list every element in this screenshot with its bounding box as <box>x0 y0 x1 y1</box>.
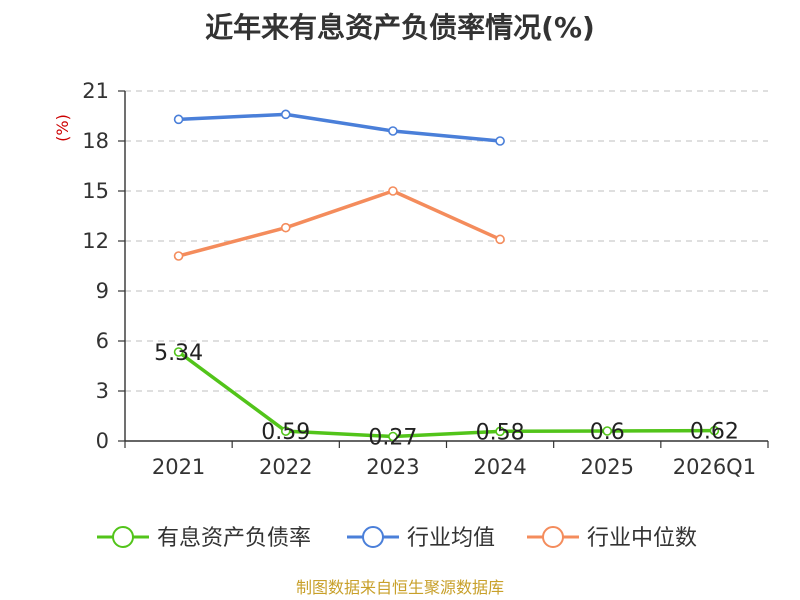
data-labels: 5.34 0.59 0.27 0.58 0.6 0.62 <box>154 341 739 451</box>
y-tick-label: 18 <box>82 129 109 153</box>
y-tick-label: 3 <box>96 379 109 403</box>
x-tick-label: 2021 <box>152 455 205 479</box>
legend: 有息资产负债率 行业均值 行业中位数 <box>97 526 697 551</box>
data-point <box>173 114 184 125</box>
legend-label: 行业中位数 <box>587 526 697 551</box>
legend-marker <box>112 526 134 548</box>
x-tick-label: 2024 <box>473 455 526 479</box>
legend-label: 有息资产负债率 <box>157 526 311 551</box>
data-label: 0.58 <box>476 420 525 445</box>
data-point <box>602 426 613 436</box>
y-axis-unit: (%) <box>53 114 72 142</box>
axes <box>118 90 769 448</box>
y-tick-label: 12 <box>82 229 109 253</box>
series-line <box>176 112 502 143</box>
x-tick-label: 2026Q1 <box>673 455 756 479</box>
data-point <box>388 126 398 136</box>
data-label: 0.62 <box>690 420 739 445</box>
y-tick-label: 15 <box>82 179 109 203</box>
data-label: 5.34 <box>154 341 203 366</box>
legend-marker <box>542 526 564 548</box>
data-point <box>495 426 505 437</box>
x-tick-labels: 2021 2022 2023 2024 2025 2026Q1 <box>152 455 756 479</box>
y-tick-label: 6 <box>96 329 109 353</box>
data-point <box>173 251 184 261</box>
data-point <box>388 431 398 442</box>
x-tick-label: 2025 <box>581 455 634 479</box>
series-lines <box>173 109 720 442</box>
data-point <box>173 347 184 357</box>
x-tick-label: 2022 <box>259 455 312 479</box>
y-tick-label: 21 <box>82 79 109 103</box>
data-point <box>388 186 398 196</box>
x-tick-label: 2023 <box>366 455 419 479</box>
legend-label: 行业均值 <box>407 526 495 551</box>
data-label: 0.27 <box>368 426 417 451</box>
y-tick-label: 9 <box>96 279 109 303</box>
series-line <box>176 350 717 439</box>
y-tick-label: 0 <box>96 429 109 453</box>
gridlines <box>125 90 768 392</box>
data-label: 0.6 <box>590 420 625 445</box>
source-footer: 制图数据来自恒生聚源数据库 <box>295 578 504 597</box>
data-label: 0.59 <box>261 420 310 445</box>
data-point <box>280 222 291 233</box>
y-tick-labels: 0 3 6 9 12 15 18 21 <box>82 79 109 453</box>
series-line <box>176 189 502 258</box>
legend-marker <box>362 526 384 548</box>
chart-title: 近年来有息资产负债率情况(%) <box>205 11 595 44</box>
data-point <box>280 426 291 436</box>
data-point <box>709 425 720 436</box>
data-point <box>280 109 291 120</box>
data-point <box>495 234 505 245</box>
data-point <box>495 136 505 146</box>
